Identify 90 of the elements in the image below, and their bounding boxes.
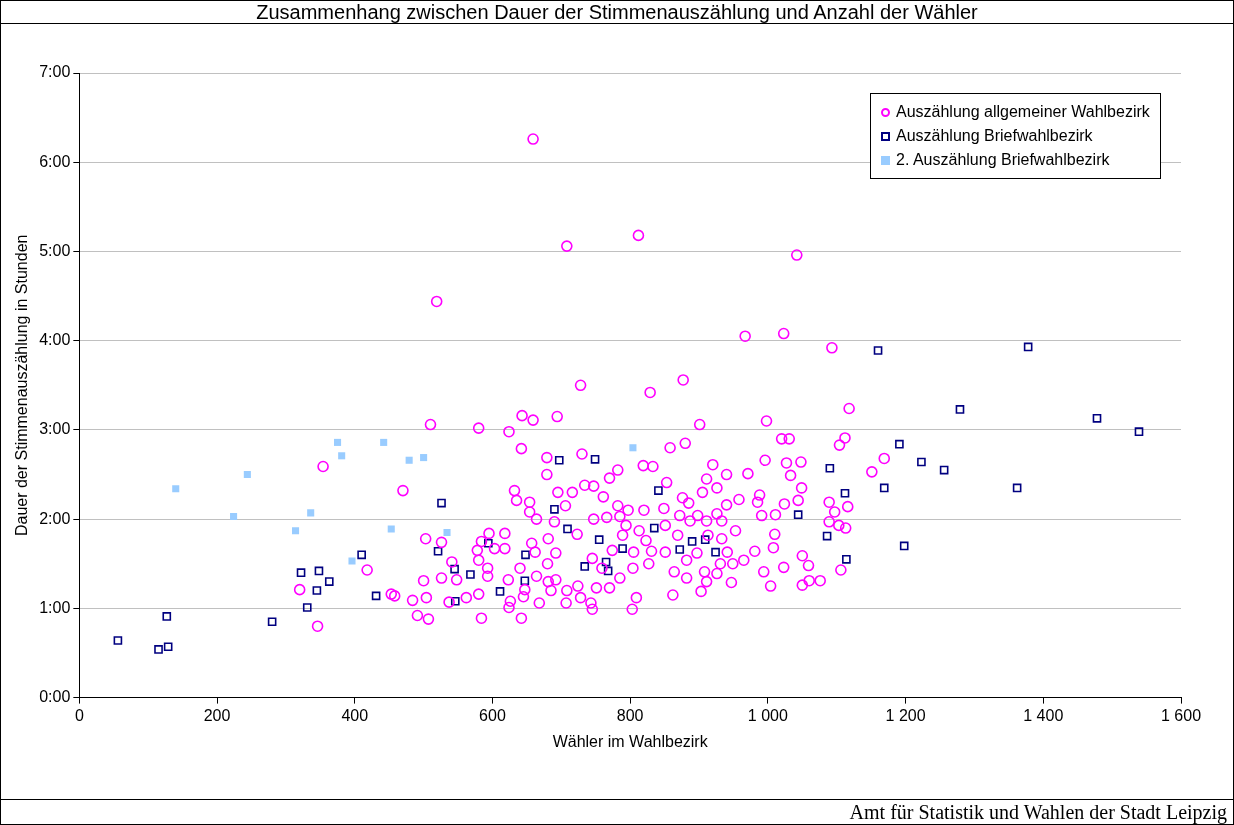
y-tick-label: 0:00 [39,688,71,706]
point [917,457,926,467]
point [154,645,163,654]
point [433,546,443,556]
x-tick-label: 200 [203,706,231,724]
point [420,454,428,462]
point [822,531,832,541]
x-tick-label: 400 [341,706,369,724]
point [1092,413,1102,423]
x-tick-label: 600 [479,706,506,724]
point [594,535,604,544]
point [955,405,965,414]
x-tick-label: 800 [616,706,644,724]
point [554,455,564,465]
point [649,523,659,533]
point [307,509,315,517]
point [267,617,277,627]
y-tick-label: 5:00 [39,241,71,259]
y-tick-label: 2:00 [39,509,71,527]
point [324,577,334,586]
x-tick-label: 1 200 [885,706,926,724]
point [879,483,889,493]
point [873,346,883,355]
point [842,554,851,564]
x-tick-label: 0 [74,706,84,724]
x-tick-label: 1 600 [1160,706,1202,724]
point [163,642,173,652]
point [793,510,803,520]
legend-label: Auszählung Briefwahlbezirk [896,127,1093,145]
point [314,566,324,576]
point [334,438,342,446]
point [302,603,312,612]
point [380,438,388,446]
point [580,562,590,571]
point [230,512,238,520]
point [840,488,850,498]
y-tick-label: 6:00 [39,152,71,170]
point [113,636,123,645]
point [371,591,381,601]
y-tick-label: 3:00 [39,420,71,438]
point [899,541,909,551]
point [312,586,322,595]
point [357,550,366,560]
point [700,535,710,544]
y-axis-title: Dauer der Stimmenauszählung in Stunden [13,234,31,537]
point [895,439,904,449]
point [466,570,475,579]
point [243,470,251,479]
y-tick-label: 1:00 [39,598,71,616]
point [437,498,446,508]
point [825,463,835,473]
point [618,544,627,553]
legend-label: 2. Auszählung Briefwahlbezirk [896,151,1110,169]
point [405,456,413,464]
point [1023,342,1033,352]
point [654,486,663,495]
point [387,525,395,533]
point [601,557,611,567]
point [687,537,697,546]
point [450,564,459,574]
point [292,527,300,535]
legend-label: Auszählung allgemeiner Wahlbezirk [896,103,1150,121]
point [939,465,949,475]
point [521,550,530,560]
point [603,566,613,576]
point [550,504,559,514]
point [348,557,356,565]
chart-title: Zusammenhang zwischen Dauer der Stimmenauszählung und Anzahl der Wähler [1,1,1233,24]
point [675,545,685,554]
point [590,455,600,464]
y-tick-label: 4:00 [39,331,71,349]
point [296,568,306,578]
x-tick-label: 1 000 [747,706,788,724]
x-tick-label: 1 400 [1023,706,1064,724]
text: Amt für Statistik und Wahlen der Stadt Leipzig [1,799,1233,824]
point [162,612,172,621]
point [172,485,180,493]
point [1134,427,1144,437]
point [1012,483,1022,493]
point [338,452,346,460]
point [450,596,460,606]
point [443,528,451,537]
point [484,538,493,548]
y-tick-label: 7:00 [39,63,71,81]
point [629,444,637,452]
point [563,524,572,534]
point [495,587,505,596]
x-axis-title: Wähler im Wahlbezirk [552,732,709,750]
point [520,576,530,586]
point [711,547,720,557]
